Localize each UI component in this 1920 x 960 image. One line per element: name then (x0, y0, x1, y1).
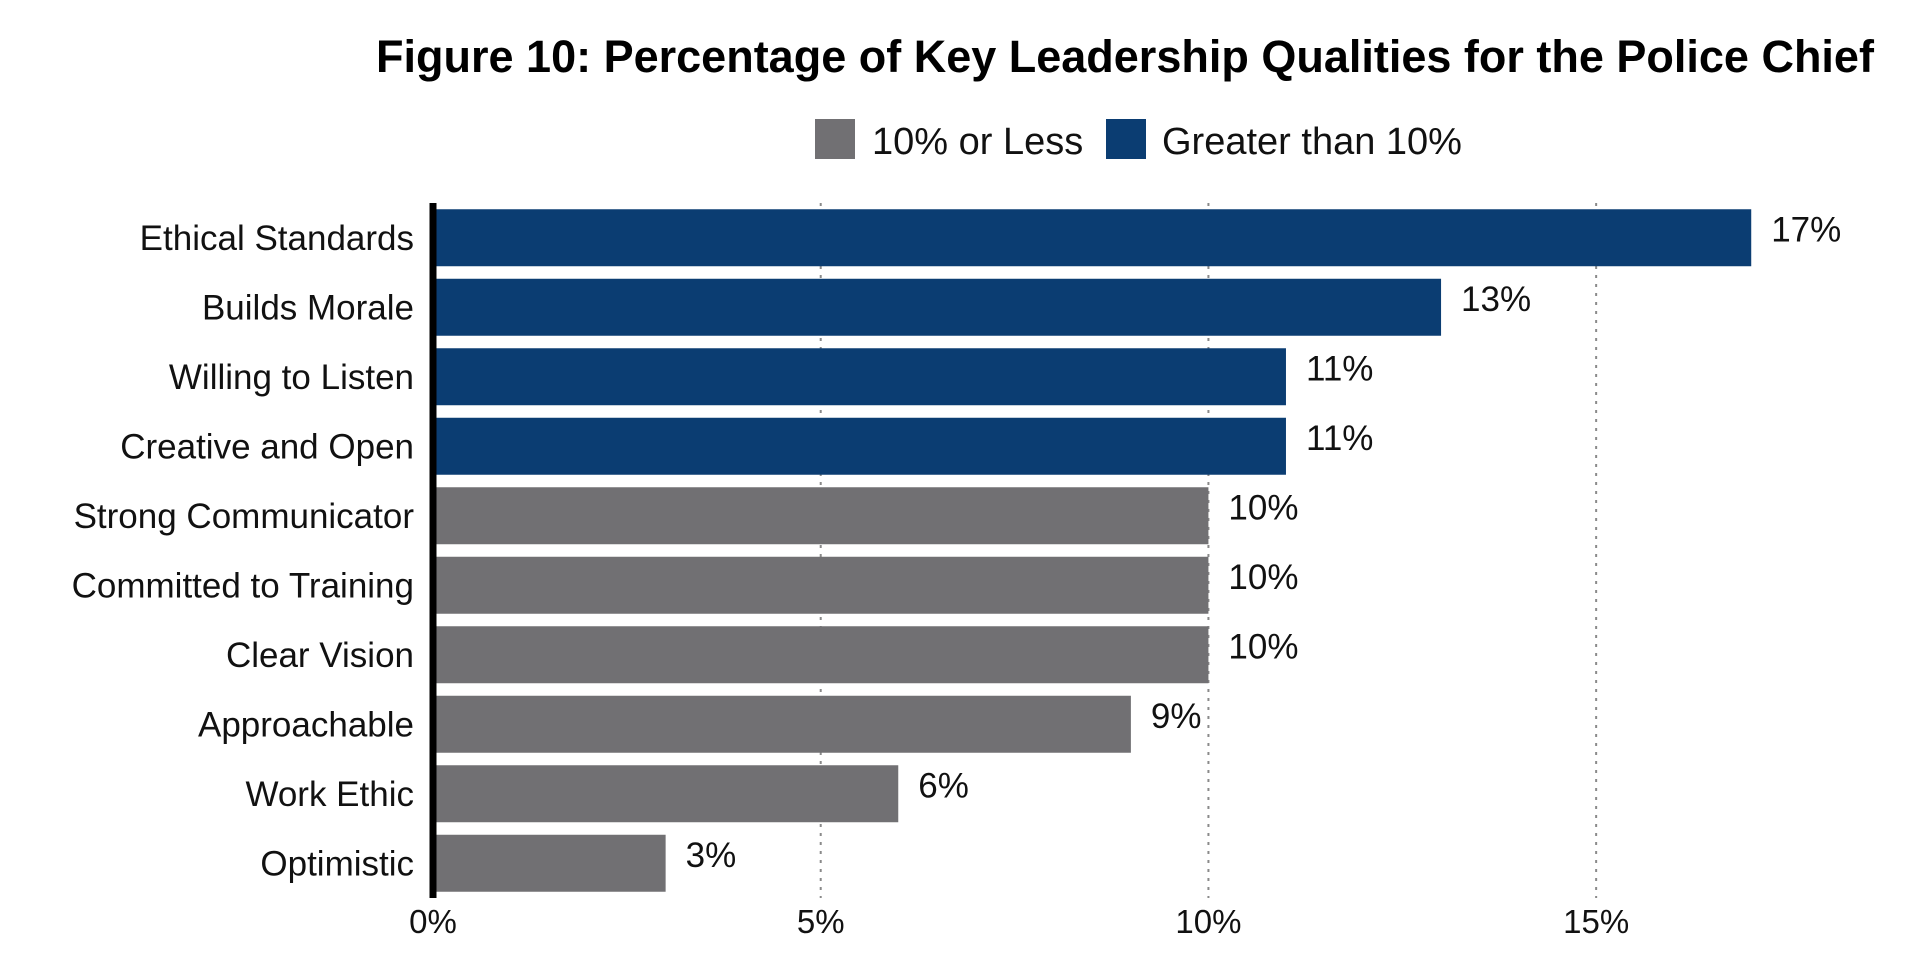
category-label-9: Optimistic (260, 844, 414, 883)
legend-swatch-low (815, 119, 855, 159)
value-label-1: 13% (1461, 280, 1531, 319)
category-label-7: Approachable (198, 705, 414, 744)
value-label-8: 6% (918, 766, 969, 805)
value-label-2: 11% (1306, 349, 1373, 388)
bar-6 (433, 626, 1209, 684)
category-label-6: Clear Vision (226, 636, 414, 675)
legend-label-high: Greater than 10% (1162, 121, 1462, 163)
chart-title: Figure 10: Percentage of Key Leadership … (376, 31, 1875, 82)
x-axis-ticks: 0% 5% 10% 15% (409, 903, 1629, 940)
bar-2 (433, 348, 1286, 406)
x-tick-label-0: 0% (409, 903, 457, 940)
x-tick-label-1: 5% (797, 903, 845, 940)
bar-7 (433, 695, 1131, 753)
bar-5 (433, 556, 1209, 614)
bars (433, 209, 1752, 892)
category-label-2: Willing to Listen (169, 358, 414, 397)
bar-1 (433, 278, 1442, 336)
category-label-1: Builds Morale (202, 288, 414, 327)
legend: 10% or Less Greater than 10% (815, 119, 1462, 163)
value-label-5: 10% (1228, 558, 1298, 597)
category-label-5: Committed to Training (72, 566, 414, 605)
bar-3 (433, 417, 1286, 475)
bar-9 (433, 834, 666, 892)
category-label-3: Creative and Open (120, 427, 414, 466)
category-label-4: Strong Communicator (74, 497, 415, 536)
category-labels: Ethical Standards Builds Morale Willing to… (72, 219, 415, 884)
legend-label-low: 10% or Less (872, 121, 1083, 163)
bar-0 (433, 209, 1752, 267)
value-label-0: 17% (1771, 210, 1841, 249)
bar-4 (433, 487, 1209, 545)
value-label-4: 10% (1228, 488, 1298, 527)
value-label-3: 11% (1306, 419, 1373, 458)
value-labels: 17%13%11%11%10%10%10%9%6%3% (686, 210, 1842, 875)
x-tick-label-3: 15% (1563, 903, 1629, 940)
category-label-0: Ethical Standards (140, 219, 414, 258)
value-label-7: 9% (1151, 697, 1202, 736)
legend-swatch-high (1106, 119, 1146, 159)
value-label-9: 3% (686, 836, 737, 875)
category-label-8: Work Ethic (245, 775, 414, 814)
value-label-6: 10% (1228, 627, 1298, 666)
bar-8 (433, 765, 899, 823)
x-tick-label-2: 10% (1175, 903, 1241, 940)
